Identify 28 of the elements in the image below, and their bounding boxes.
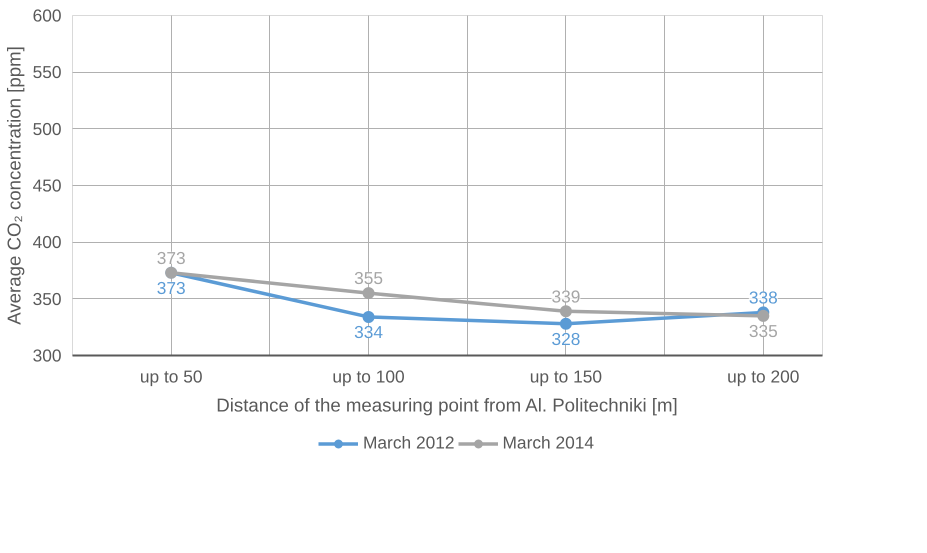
y-tick-label: 350: [32, 288, 62, 309]
y-tick-label: 450: [32, 176, 62, 196]
y-tick-label: 550: [32, 62, 62, 82]
data-label: 373: [156, 248, 186, 268]
x-tick-label: up to 150: [530, 366, 602, 386]
data-label: 338: [748, 287, 778, 308]
y-axis-title: Average CO₂ concentration [ppm]: [4, 46, 25, 325]
point: [362, 287, 375, 300]
data-label: 328: [551, 328, 580, 349]
data-label: 373: [156, 278, 186, 298]
legend-label: March 2012: [362, 432, 454, 454]
data-label: 334: [354, 322, 384, 342]
y-tick-label: 600: [32, 6, 62, 26]
y-tick-label: 500: [32, 118, 62, 139]
legend-label: March 2014: [502, 432, 594, 454]
y-tick-label: 300: [32, 346, 62, 366]
data-label: 355: [354, 268, 384, 288]
x-tick-label: up to 100: [332, 366, 405, 386]
y-tick-label: 400: [32, 232, 62, 252]
point: [560, 318, 572, 330]
x-tick-label: up to 200: [727, 366, 800, 386]
x-tick-label: up to 50: [140, 366, 203, 386]
point: [362, 310, 375, 323]
x-axis-title: Distance of the measuring point from Al. Politechniki [m]: [216, 394, 678, 416]
data-label: 339: [551, 286, 580, 306]
point: [560, 305, 572, 318]
point: [757, 310, 770, 322]
data-label: 335: [748, 320, 778, 341]
